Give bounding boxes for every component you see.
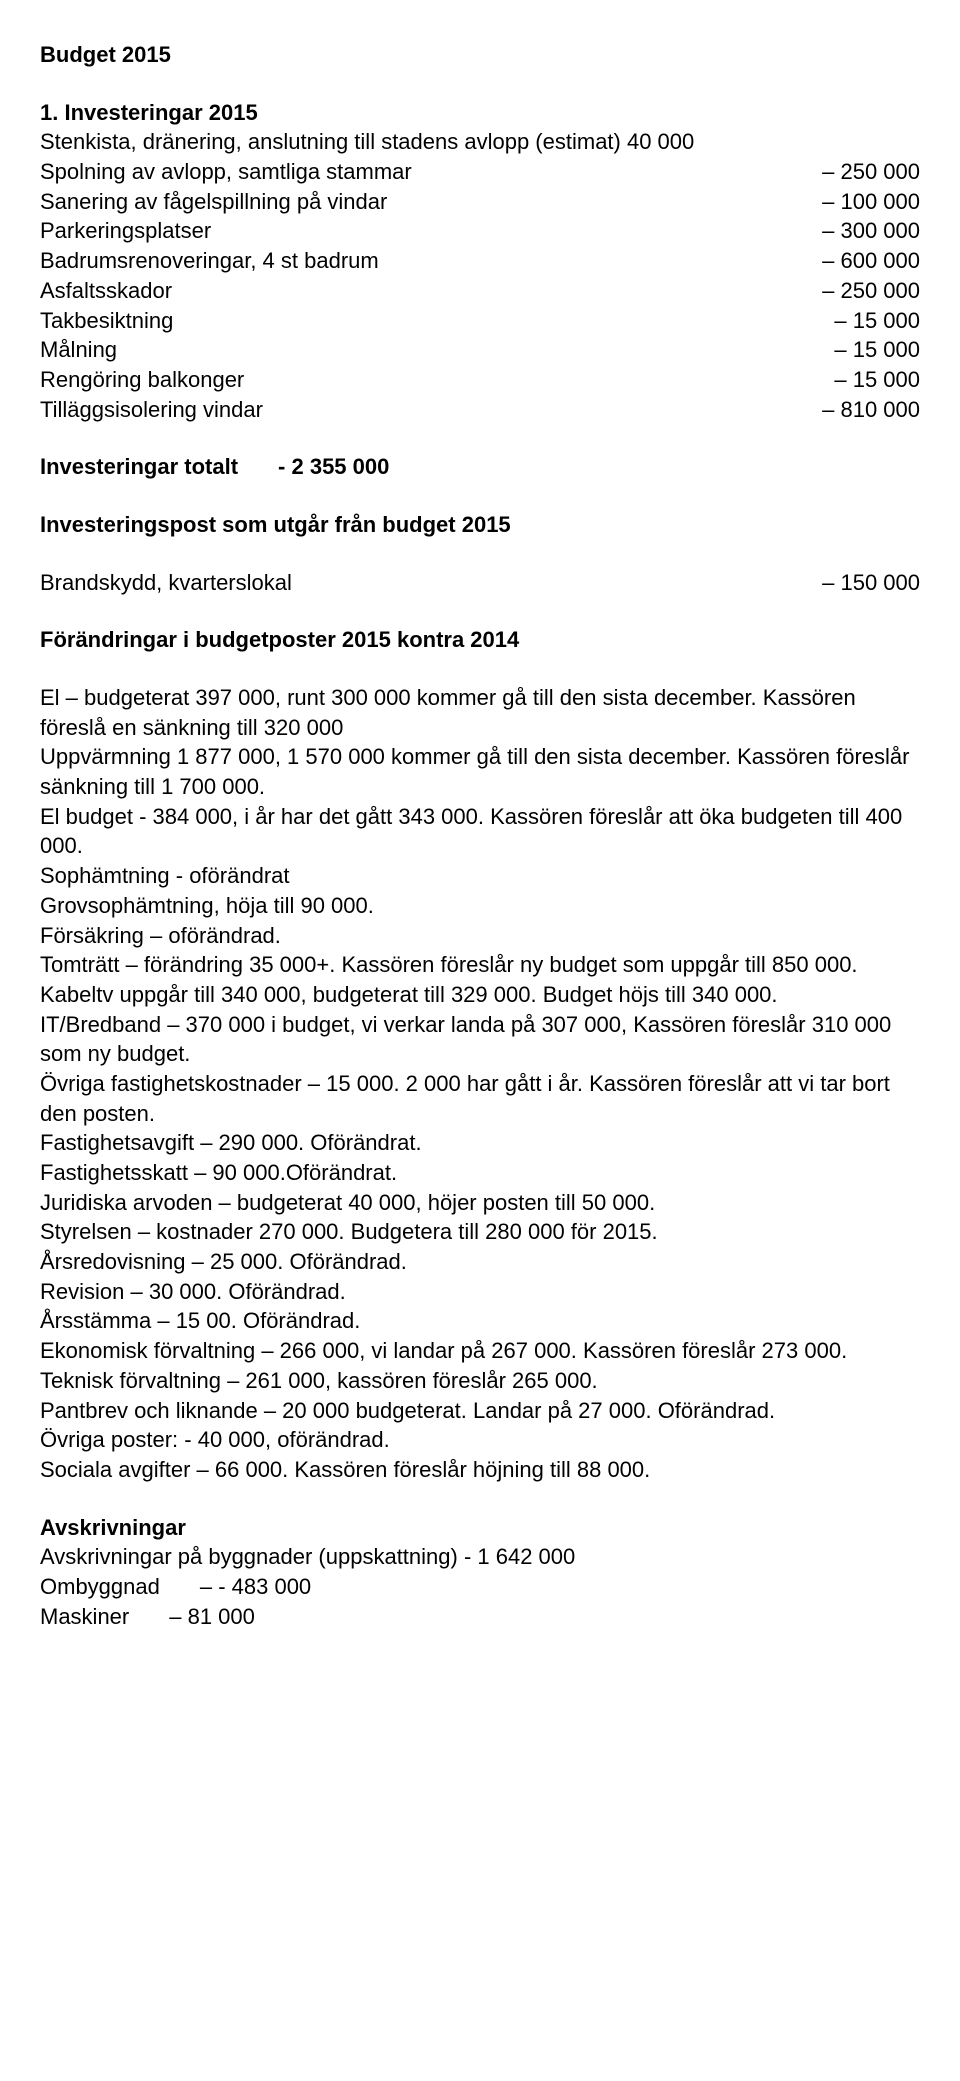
investment-row: Badrumsrenoveringar, 4 st badrum – 600 00… xyxy=(40,246,920,276)
investment-row-label: Stenkista, dränering, anslutning till st… xyxy=(40,127,694,157)
investment-row-value: – 15 000 xyxy=(814,306,920,336)
investment-row: Parkeringsplatser – 300 000 xyxy=(40,216,920,246)
investment-row: Målning – 15 000 xyxy=(40,335,920,365)
body-line: Fastighetsavgift – 290 000. Oförändrat. xyxy=(40,1128,920,1158)
investment-row-value: – 100 000 xyxy=(802,187,920,217)
post-row: Brandskydd, kvarterslokal – 150 000 xyxy=(40,568,920,598)
body-line: Ekonomisk förvaltning – 266 000, vi land… xyxy=(40,1336,920,1366)
document-page: Budget 2015 1. Investeringar 2015 Stenki… xyxy=(0,0,960,1671)
investments-total-value: - 2 355 000 xyxy=(238,452,389,482)
post-row-value: – 150 000 xyxy=(802,568,920,598)
body-line: Tomträtt – förändring 35 000+. Kassören … xyxy=(40,950,920,980)
avskrivning-row-label: Maskiner xyxy=(40,1602,129,1632)
avskrivningar-heading: Avskrivningar xyxy=(40,1513,920,1543)
body-line: Uppvärmning 1 877 000, 1 570 000 kommer … xyxy=(40,742,920,801)
body-line: Årsredovisning – 25 000. Oförändrad. xyxy=(40,1247,920,1277)
body-text: El – budgeterat 397 000, runt 300 000 ko… xyxy=(40,683,920,1485)
investments-list: Stenkista, dränering, anslutning till st… xyxy=(40,127,920,424)
spacer xyxy=(40,424,920,452)
post-row-label: Brandskydd, kvarterslokal xyxy=(40,568,292,598)
investment-row-label: Takbesiktning xyxy=(40,306,173,336)
spacer xyxy=(40,597,920,625)
investment-row-label: Tilläggsisolering vindar xyxy=(40,395,263,425)
investment-row-label: Sanering av fågelspillning på vindar xyxy=(40,187,387,217)
investment-row: Spolning av avlopp, samtliga stammar – 25… xyxy=(40,157,920,187)
investments-heading: 1. Investeringar 2015 xyxy=(40,98,920,128)
investment-row-label: Asfaltsskador xyxy=(40,276,172,306)
body-line: IT/Bredband – 370 000 i budget, vi verka… xyxy=(40,1010,920,1069)
spacer xyxy=(40,655,920,683)
body-line: Övriga poster: - 40 000, oförändrad. xyxy=(40,1425,920,1455)
spacer xyxy=(40,540,920,568)
avskrivning-row-label: Ombyggnad xyxy=(40,1572,160,1602)
investment-row-value: – 600 000 xyxy=(802,246,920,276)
body-line: El budget - 384 000, i år har det gått 3… xyxy=(40,802,920,861)
spacer xyxy=(40,482,920,510)
avskrivning-row-label: Avskrivningar på byggnader (uppskattning… xyxy=(40,1542,575,1572)
investment-row-value: – 250 000 xyxy=(802,276,920,306)
body-line: Teknisk förvaltning – 261 000, kassören … xyxy=(40,1366,920,1396)
investment-row: Takbesiktning – 15 000 xyxy=(40,306,920,336)
page-title: Budget 2015 xyxy=(40,40,920,70)
body-line: Kabeltv uppgår till 340 000, budgeterat … xyxy=(40,980,920,1010)
spacer xyxy=(40,1485,920,1513)
investment-row: Tilläggsisolering vindar – 810 000 xyxy=(40,395,920,425)
body-line: Försäkring – oförändrad. xyxy=(40,921,920,951)
investment-row: Stenkista, dränering, anslutning till st… xyxy=(40,127,920,157)
investment-row-label: Spolning av avlopp, samtliga stammar xyxy=(40,157,412,187)
investments-total-label: Investeringar totalt xyxy=(40,452,238,482)
body-line: Pantbrev och liknande – 20 000 budgetera… xyxy=(40,1396,920,1426)
changes-heading: Förändringar i budgetposter 2015 kontra … xyxy=(40,625,920,655)
investment-row-label: Målning xyxy=(40,335,117,365)
investment-row: Asfaltsskador – 250 000 xyxy=(40,276,920,306)
body-line: Sociala avgifter – 66 000. Kassören före… xyxy=(40,1455,920,1485)
investment-row-value: – 250 000 xyxy=(802,157,920,187)
investment-row-label: Rengöring balkonger xyxy=(40,365,244,395)
avskrivningar-list: Avskrivningar på byggnader (uppskattning… xyxy=(40,1542,920,1631)
body-line: Grovsophämtning, höja till 90 000. xyxy=(40,891,920,921)
body-line: Sophämtning - oförändrat xyxy=(40,861,920,891)
body-line: Styrelsen – kostnader 270 000. Budgetera… xyxy=(40,1217,920,1247)
avskrivning-row: Avskrivningar på byggnader (uppskattning… xyxy=(40,1542,920,1572)
body-line: Årsstämma – 15 00. Oförändrad. xyxy=(40,1306,920,1336)
body-line: Juridiska arvoden – budgeterat 40 000, h… xyxy=(40,1188,920,1218)
post-heading: Investeringspost som utgår från budget 2… xyxy=(40,510,920,540)
investments-total-row: Investeringar totalt - 2 355 000 xyxy=(40,452,920,482)
investment-row-value: – 810 000 xyxy=(802,395,920,425)
body-line: Övriga fastighetskostnader – 15 000. 2 0… xyxy=(40,1069,920,1128)
investment-row-value: – 300 000 xyxy=(802,216,920,246)
investment-row-value: – 15 000 xyxy=(814,365,920,395)
investment-row-label: Badrumsrenoveringar, 4 st badrum xyxy=(40,246,379,276)
body-line: Fastighetsskatt – 90 000.Oförändrat. xyxy=(40,1158,920,1188)
investment-row: Sanering av fågelspillning på vindar – 10… xyxy=(40,187,920,217)
body-line: El – budgeterat 397 000, runt 300 000 ko… xyxy=(40,683,920,742)
avskrivning-row: Ombyggnad– - 483 000 xyxy=(40,1572,920,1602)
avskrivning-row-value: – - 483 000 xyxy=(160,1572,311,1602)
investment-row-value: – 15 000 xyxy=(814,335,920,365)
avskrivning-row: Maskiner– 81 000 xyxy=(40,1602,920,1632)
investment-row: Rengöring balkonger – 15 000 xyxy=(40,365,920,395)
avskrivning-row-value: – 81 000 xyxy=(129,1602,255,1632)
investment-row-label: Parkeringsplatser xyxy=(40,216,211,246)
body-line: Revision – 30 000. Oförändrad. xyxy=(40,1277,920,1307)
